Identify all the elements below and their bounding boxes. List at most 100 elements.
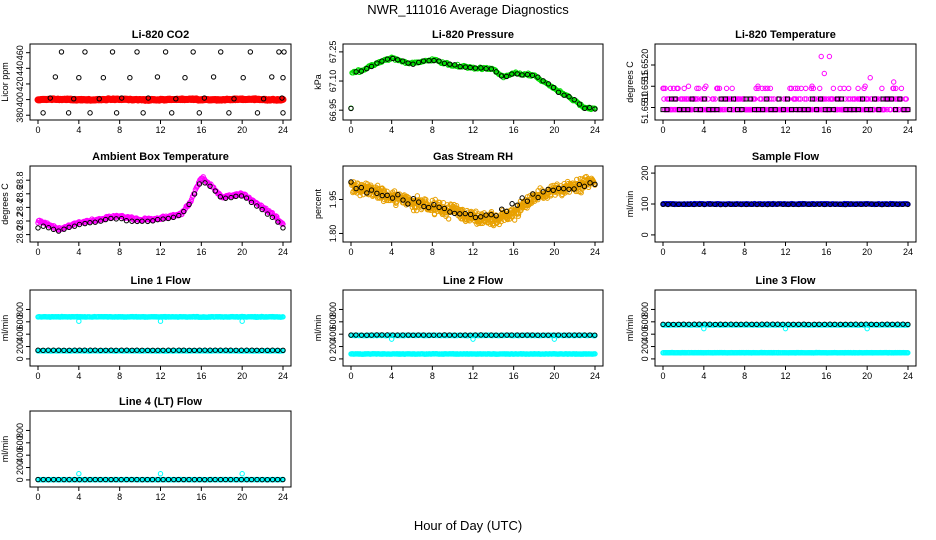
panel-ylabel: percent — [313, 188, 323, 219]
x-tick-label: 0 — [348, 247, 353, 257]
panel-title: Li-820 CO2 — [132, 29, 189, 41]
y-tick-label: 0 — [15, 356, 25, 361]
y-tick-label: 0 — [640, 232, 650, 237]
data-point — [254, 110, 261, 116]
data-point — [240, 75, 246, 81]
x-tick-label: 24 — [590, 371, 600, 381]
y-tick-label: 67.25 — [328, 41, 338, 64]
x-tick-label: 20 — [549, 247, 559, 257]
data-point — [374, 60, 380, 66]
data-point — [545, 81, 552, 87]
x-tick-label: 24 — [278, 125, 288, 135]
y-tick-label: 0 — [640, 356, 650, 361]
data-point — [201, 95, 208, 101]
data-point — [803, 85, 809, 92]
x-tick-label: 4 — [389, 125, 394, 135]
data-point — [723, 85, 730, 92]
data-point — [675, 85, 681, 92]
data-point — [436, 58, 442, 64]
data-point — [447, 61, 453, 67]
x-tick-label: 12 — [780, 371, 790, 381]
y-tick-label: 380 — [15, 108, 25, 123]
panel-ylabel: degrees C — [625, 61, 635, 103]
panel-ylabel: ml/min — [625, 315, 635, 342]
x-tick-label: 16 — [509, 247, 519, 257]
x-tick-label: 16 — [821, 125, 831, 135]
x-tick-label: 20 — [237, 125, 247, 135]
y-tick-label: 460 — [15, 45, 25, 60]
panel-title: Gas Stream RH — [433, 151, 513, 163]
y-tick-label: 28.8 — [15, 171, 25, 189]
data-point — [260, 96, 267, 102]
data-point — [867, 75, 873, 81]
y-tick-label: 1.95 — [328, 191, 338, 209]
x-tick-label: 12 — [155, 125, 165, 135]
y-tick-label: 800 — [328, 302, 338, 317]
panel-ylabel: ml/min — [0, 315, 10, 342]
data-point — [87, 110, 93, 116]
data-point — [52, 74, 59, 80]
data-point — [472, 65, 479, 71]
x-tick-label: 16 — [196, 371, 206, 381]
data-point — [694, 85, 700, 92]
data-point — [712, 96, 718, 102]
data-point — [113, 110, 120, 116]
x-tick-label: 12 — [155, 371, 165, 381]
data-point — [134, 49, 140, 55]
panel-ylabel: ml/min — [313, 315, 323, 342]
data-point — [696, 85, 702, 92]
data-point — [364, 65, 370, 72]
data-point — [119, 95, 125, 101]
data-point — [685, 83, 692, 89]
data-point — [817, 85, 823, 92]
x-tick-label: 24 — [278, 371, 288, 381]
data-point — [182, 75, 188, 81]
panel-title: Line 2 Flow — [443, 275, 503, 287]
x-tick-label: 24 — [278, 247, 288, 257]
panel-ylabel: ml/min — [0, 436, 10, 463]
data-point — [96, 96, 102, 102]
data-point — [368, 63, 375, 70]
x-tick-label: 4 — [76, 247, 81, 257]
data-point — [846, 85, 852, 92]
data-point — [764, 85, 771, 92]
x-tick-label: 8 — [430, 371, 435, 381]
data-point — [555, 89, 562, 95]
x-tick-label: 20 — [549, 371, 559, 381]
data-point — [169, 110, 175, 116]
data-point — [410, 61, 416, 67]
x-tick-label: 16 — [821, 371, 831, 381]
data-point — [173, 96, 179, 102]
data-point — [348, 105, 354, 112]
x-tick-label: 8 — [742, 247, 747, 257]
x-tick-label: 8 — [430, 125, 435, 135]
x-tick-label: 4 — [389, 371, 394, 381]
panel-title: Sample Flow — [752, 151, 820, 163]
data-point — [441, 60, 448, 67]
x-tick-label: 0 — [35, 371, 40, 381]
data-point — [488, 66, 495, 72]
data-point — [667, 85, 674, 92]
x-tick-label: 0 — [348, 371, 353, 381]
x-tick-label: 8 — [117, 371, 122, 381]
y-tick-label: 200 — [640, 166, 650, 181]
data-point — [379, 58, 385, 64]
data-point — [76, 75, 82, 81]
y-tick-label: 440 — [15, 61, 25, 76]
data-point — [561, 92, 567, 98]
data-point — [759, 85, 765, 92]
data-point — [457, 63, 463, 70]
data-point — [762, 85, 768, 92]
data-point — [535, 74, 541, 80]
data-point — [384, 56, 391, 62]
data-point — [426, 57, 432, 64]
plot-frame — [342, 43, 604, 121]
x-tick-label: 8 — [117, 125, 122, 135]
y-tick-label: 67.10 — [328, 70, 338, 93]
data-point — [737, 96, 744, 102]
data-point — [210, 74, 217, 80]
